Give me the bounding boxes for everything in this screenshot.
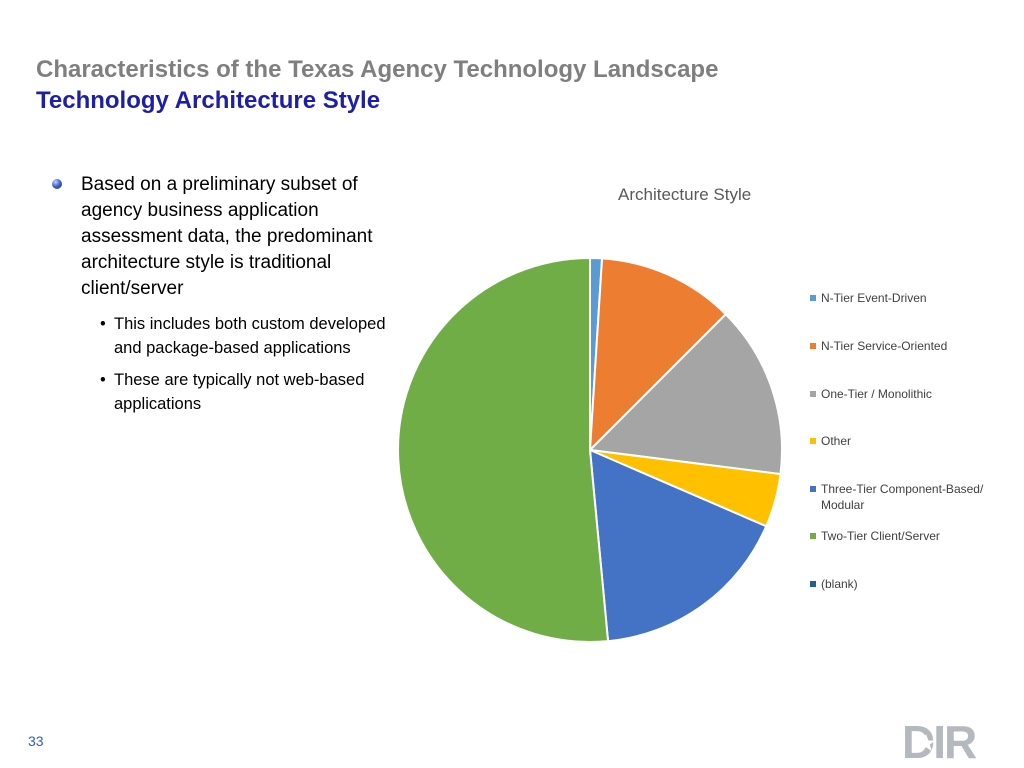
dir-logo: DIR [902, 716, 979, 764]
texas-star-icon [917, 734, 935, 751]
sub-bullet-dot-icon: • [100, 315, 106, 333]
pie-slice-5 [397, 256, 610, 643]
legend-swatch [810, 343, 816, 349]
dir-logo-text: DIR [902, 716, 977, 764]
legend-label: N-Tier Service-Oriented [821, 339, 948, 353]
legend-swatch [810, 581, 816, 587]
legend-swatch [810, 486, 816, 492]
sub-bullet-text: This includes both custom developed and … [114, 315, 386, 357]
sub-bullet-text: These are typically not web-based applic… [114, 371, 365, 413]
chart-title: Architecture Style [618, 185, 752, 204]
slide-subtitle: Technology Architecture Style [36, 87, 381, 114]
sub-bullet-item: • This includes both custom developed an… [52, 312, 397, 360]
pie-slice-2 [587, 312, 783, 476]
bullet-list: Based on a preliminary subset of agency … [52, 172, 397, 424]
bullet-item: Based on a preliminary subset of agency … [52, 172, 397, 302]
legend-swatch [810, 533, 816, 539]
pie-slice-4 [588, 448, 768, 643]
legend-swatch [810, 391, 816, 397]
legend-label: (blank) [821, 577, 858, 591]
legend-label: One-Tier / Monolithic [821, 387, 932, 401]
pie-slice-1 [588, 257, 728, 453]
legend-label: N-Tier Event-Driven [821, 291, 927, 305]
bullet-sphere-icon [52, 179, 62, 189]
legend-swatch [810, 438, 816, 444]
pie-chart [397, 256, 783, 643]
legend-label: Other [821, 434, 852, 448]
page-number: 33 [28, 733, 44, 749]
legend-swatch [810, 295, 816, 301]
sub-bullet-dot-icon: • [100, 371, 106, 389]
sub-bullet-list: • This includes both custom developed an… [52, 312, 397, 416]
bullet-text: Based on a preliminary subset of agency … [81, 174, 373, 299]
legend-label: Two-Tier Client/Server [821, 529, 940, 543]
sub-bullet-item: • These are typically not web-based appl… [52, 368, 397, 416]
slide-title: Characteristics of the Texas Agency Tech… [36, 56, 719, 83]
legend-label: Three-Tier Component-Based/ Modular [821, 482, 984, 512]
